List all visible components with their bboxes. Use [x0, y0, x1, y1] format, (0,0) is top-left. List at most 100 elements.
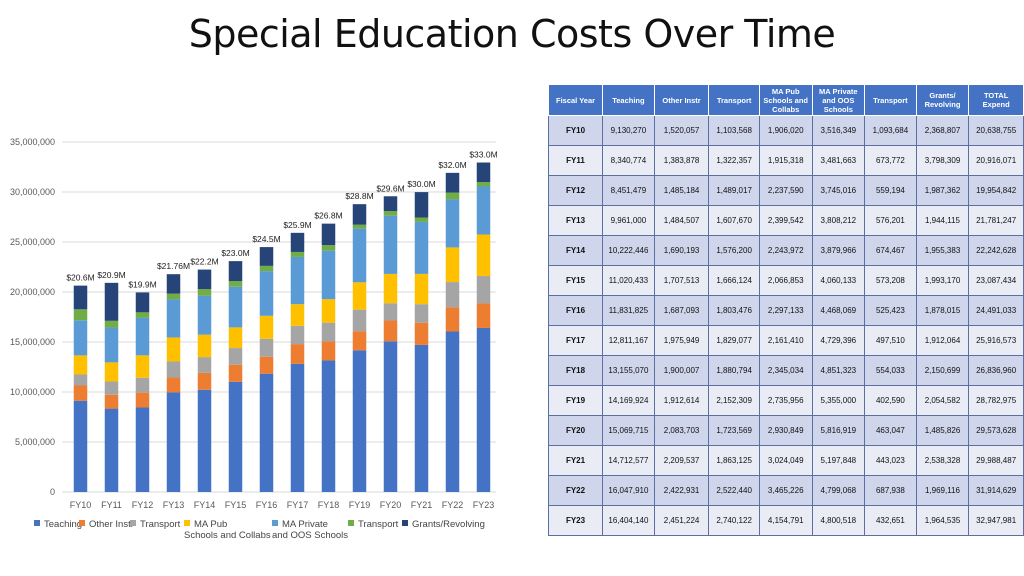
- legend-item: Transport: [348, 519, 398, 530]
- bar-total-label: $30.0M: [407, 179, 435, 189]
- table-header-cell: MA Pub Schools and Collabs: [758, 84, 813, 116]
- table-cell: 22,242,628: [968, 235, 1024, 266]
- legend-item: Transport: [130, 519, 180, 530]
- table-cell: 2,243,972: [758, 235, 813, 266]
- x-tick-label: FY21: [411, 500, 433, 510]
- table-cell: 673,772: [864, 145, 917, 176]
- bar-segment: [383, 196, 398, 212]
- x-tick-label: FY17: [287, 500, 309, 510]
- bar-segment: [135, 377, 150, 393]
- table-cell: 16,404,140: [602, 505, 655, 536]
- bar-segment: [228, 281, 243, 287]
- bar-segment: [476, 234, 491, 277]
- table-cell: 2,152,309: [708, 385, 760, 416]
- table-cell: 4,800,518: [811, 505, 866, 536]
- bar-segment: [290, 325, 305, 345]
- bar-segment: [476, 276, 491, 304]
- bar-segment: [259, 247, 274, 266]
- x-tick-label: FY15: [225, 500, 247, 510]
- table-cell: 1,955,383: [915, 235, 970, 266]
- bar-segment: [290, 304, 305, 326]
- table-cell: 19,954,842: [968, 175, 1024, 206]
- table-cell: 20,638,755: [968, 115, 1024, 146]
- table-cell: 554,033: [864, 355, 917, 386]
- stacked-bar-chart: 0 5,000,000 10,000,000 15,000,000 20,000,000…: [10, 137, 498, 510]
- legend-item: Teaching: [34, 519, 82, 530]
- table-cell: 12,811,167: [602, 325, 655, 356]
- bar-segment: [321, 250, 336, 300]
- bar-segment: [445, 331, 460, 492]
- bar-total-label: $25.9M: [283, 220, 311, 230]
- bar-segment: [445, 199, 460, 248]
- table-cell: 1,687,093: [653, 295, 710, 326]
- bar-segment: [259, 373, 274, 492]
- table-row: FY12 8,451,479 1,485,184 1,489,017 2,237,590…: [547, 175, 1024, 206]
- bar-segment: [383, 215, 398, 274]
- table-cell: 2,422,931: [653, 475, 710, 506]
- table-cell: 1,103,568: [708, 115, 760, 146]
- bar-segment: [228, 381, 243, 492]
- bar-segment: [352, 282, 367, 310]
- bar-segment: [290, 256, 305, 305]
- bar-segment: [445, 247, 460, 283]
- table-cell: 674,467: [864, 235, 917, 266]
- table-cell: 1,944,115: [915, 205, 970, 236]
- table-cell: 4,154,791: [758, 505, 813, 536]
- bar-total-label: $20.6M: [66, 273, 94, 283]
- table-cell: 3,879,966: [811, 235, 866, 266]
- x-tick-label: FY12: [132, 500, 154, 510]
- bar-segment: [197, 295, 212, 335]
- legend-label: Other Instr: [89, 519, 134, 530]
- y-tick-label: 20,000,000: [10, 287, 55, 297]
- table-cell: 3,745,016: [811, 175, 866, 206]
- table-cell: 2,735,956: [758, 385, 813, 416]
- bar-segment: [73, 355, 88, 375]
- bar-total-label: $32.0M: [438, 160, 466, 170]
- x-tick-label: FY10: [70, 500, 92, 510]
- legend-label: Transport: [358, 519, 399, 530]
- bar-segment: [414, 217, 429, 222]
- table-cell: 21,781,247: [968, 205, 1024, 236]
- bar-segment: [321, 322, 336, 342]
- table-cell: 2,451,224: [653, 505, 710, 536]
- table-cell: 23,087,434: [968, 265, 1024, 296]
- table-header-cell: Other Instr: [653, 84, 710, 116]
- table-cell: 2,150,699: [915, 355, 970, 386]
- table-row: FY19 14,169,924 1,912,614 2,152,309 2,735,95…: [547, 385, 1024, 416]
- bar-segment: [321, 360, 336, 492]
- x-tick-label: FY16: [256, 500, 278, 510]
- table-cell: 1,975,949: [653, 325, 710, 356]
- bar-segment: [197, 357, 212, 373]
- y-tick-label: 15,000,000: [10, 337, 55, 347]
- table-cell: 1,906,020: [758, 115, 813, 146]
- table-cell: 1,969,116: [915, 475, 970, 506]
- table-header-cell: TOTAL Expend: [968, 84, 1024, 116]
- bar-segment: [476, 327, 491, 492]
- table-cell: 3,481,663: [811, 145, 866, 176]
- table-cell: 14,169,924: [602, 385, 655, 416]
- table-cell: 1,690,193: [653, 235, 710, 266]
- legend-swatch: [130, 520, 136, 526]
- x-tick-label: FY11: [101, 500, 122, 510]
- table-cell: 2,161,410: [758, 325, 813, 356]
- bar-segment: [228, 364, 243, 382]
- table-cell: 402,590: [864, 385, 917, 416]
- table-cell: 1,880,794: [708, 355, 760, 386]
- table-cell: 3,798,309: [915, 145, 970, 176]
- bar-segment: [414, 221, 429, 274]
- bar-segment: [290, 344, 305, 364]
- table-cell: 4,851,323: [811, 355, 866, 386]
- table-cell: 1,383,878: [653, 145, 710, 176]
- bar-segment: [135, 355, 150, 378]
- bar-segment: [259, 356, 274, 374]
- table-header-cell: Transport: [708, 84, 760, 116]
- bar-segment: [383, 320, 398, 342]
- legend-swatch: [184, 520, 190, 526]
- bar-segment: [135, 292, 150, 313]
- table-cell: 5,197,848: [811, 445, 866, 476]
- bar-segment: [290, 251, 305, 257]
- table-cell: 443,023: [864, 445, 917, 476]
- legend-item: Other Instr: [79, 519, 134, 530]
- table-cell: 10,222,446: [602, 235, 655, 266]
- bar-segment: [197, 334, 212, 358]
